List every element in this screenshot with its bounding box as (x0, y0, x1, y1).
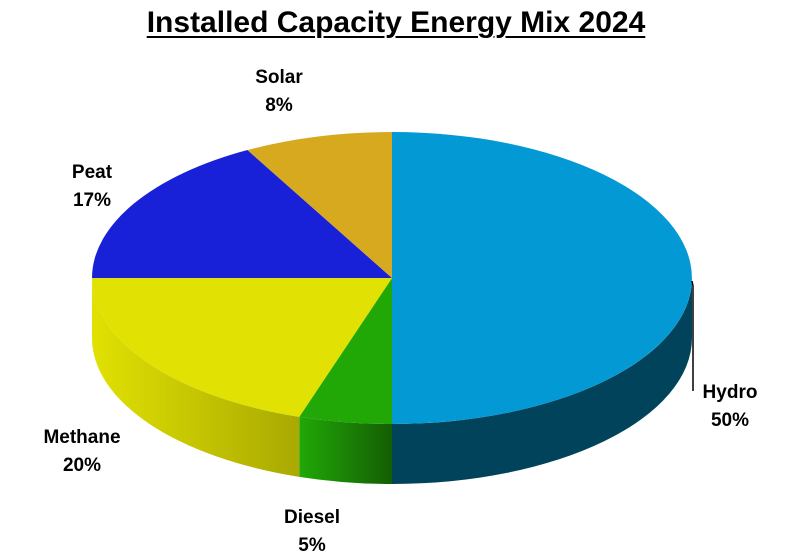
label-peat-value: 17% (73, 190, 111, 211)
pie-leaders (691, 280, 694, 391)
label-hydro-name: Hydro (703, 382, 758, 403)
pie-sides (92, 278, 692, 484)
label-diesel-name: Diesel (284, 507, 340, 528)
label-methane-value: 20% (63, 455, 101, 476)
label-solar-value: 8% (265, 95, 293, 116)
chart-title: Installed Capacity Energy Mix 2024 (146, 6, 646, 39)
label-solar-name: Solar (255, 67, 303, 88)
slice-side-methane (92, 278, 300, 477)
slice-hydro (392, 132, 692, 424)
label-hydro-value: 50% (711, 410, 749, 431)
label-peat-name: Peat (72, 162, 113, 183)
pie-labels: Hydro 50% Diesel 5% Methane 20% Peat 17% Solar 8% (43, 67, 757, 556)
slice-peat (92, 150, 392, 278)
pie-tops (92, 132, 692, 424)
slice-side-hydro (392, 278, 692, 484)
label-diesel-value: 5% (298, 535, 326, 556)
slice-diesel (299, 278, 392, 424)
slice-side-diesel (299, 416, 392, 484)
slice-solar (247, 132, 392, 278)
label-methane-name: Methane (43, 427, 120, 448)
leader-line-hydro (691, 280, 694, 391)
slice-methane (92, 278, 392, 417)
